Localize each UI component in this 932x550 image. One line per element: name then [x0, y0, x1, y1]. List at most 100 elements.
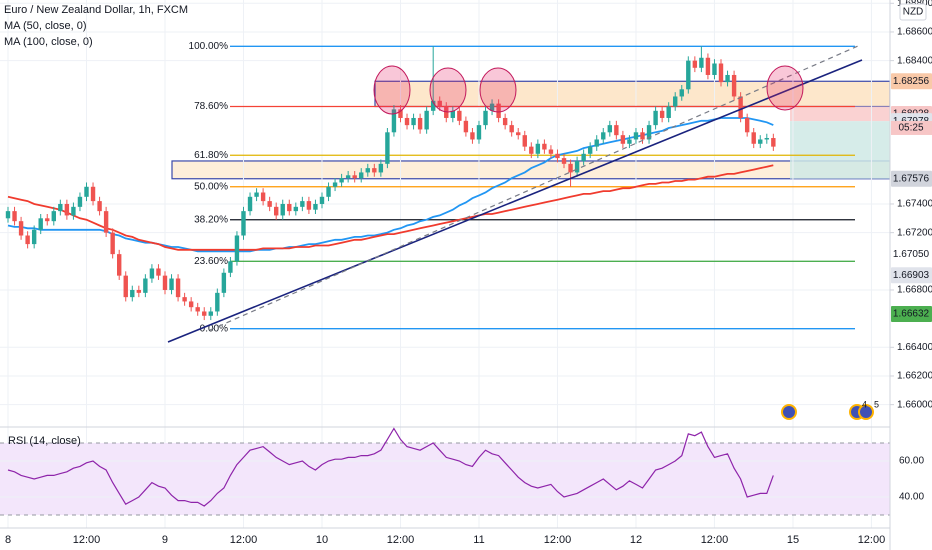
x-tick-label: 12: [630, 534, 642, 546]
y-tick-label: 1.66400: [897, 342, 932, 353]
x-tick-label: 12:00: [73, 534, 101, 546]
trend-line-dashed: [209, 45, 859, 331]
candle-body: [463, 120, 469, 133]
price-axis: 1.688001.686001.684001.674001.672001.668…: [890, 0, 932, 503]
trend-line: [167, 59, 863, 343]
currency: NZD: [903, 7, 924, 18]
candle-body: [326, 186, 331, 197]
price-label-bg: [891, 246, 932, 263]
candle-body: [542, 143, 547, 150]
candle-body: [234, 235, 240, 262]
x-tick-label: 8: [5, 534, 11, 546]
currency-badge[interactable]: [899, 3, 927, 21]
legend-entry: MA (100, close, 0): [4, 36, 93, 48]
price-label-bg: [891, 306, 932, 323]
candle-body: [646, 125, 652, 140]
candle-body: [51, 211, 56, 222]
candle-body: [77, 196, 83, 207]
candle-body: [627, 139, 632, 144]
rsi-tick-label: 60.00: [899, 456, 924, 467]
candle-body: [620, 135, 626, 144]
x-tick-label: 12:00: [858, 534, 886, 546]
y-tick-label: 1.66000: [897, 399, 932, 410]
candle-body: [673, 96, 678, 107]
fib-label: 50.00%: [194, 181, 228, 192]
candle-body: [483, 110, 488, 126]
candle-body: [653, 110, 658, 126]
candle-body: [287, 203, 292, 212]
candle-body: [169, 278, 174, 290]
candle-body: [254, 192, 259, 197]
candle-body: [130, 289, 135, 298]
fib-label: 100.00%: [189, 41, 229, 52]
candle-body: [659, 110, 665, 118]
candle-body: [182, 297, 187, 302]
candle-body: [666, 106, 671, 118]
candle-body: [391, 109, 397, 133]
candle-body: [25, 235, 30, 245]
price-label: 1.68256: [893, 76, 930, 87]
candle-body: [614, 125, 619, 136]
candle-body: [221, 272, 227, 293]
fib-label: 78.60%: [194, 101, 228, 112]
price-label-bg: [891, 170, 932, 187]
candle-body: [247, 196, 253, 212]
candle-body: [450, 110, 456, 118]
candle-body: [404, 117, 410, 126]
candle-body: [437, 100, 442, 107]
rsi-line: [7, 427, 774, 507]
price-label-bg: [891, 73, 932, 90]
candle-body: [228, 261, 233, 273]
candle-body: [359, 172, 364, 179]
y-tick-label: 1.66800: [897, 285, 932, 296]
candle-body: [84, 186, 89, 197]
candle-body: [162, 275, 168, 290]
candle-body: [516, 132, 521, 136]
candle-body: [241, 211, 246, 236]
price-label: 1.66632: [893, 309, 930, 320]
candle-body: [90, 186, 96, 202]
candle-body: [45, 218, 50, 222]
candle-body: [365, 168, 370, 173]
candle-body: [195, 307, 200, 312]
candle-body: [215, 292, 220, 312]
candle-body: [345, 175, 351, 179]
x-tick-label: 9: [162, 534, 168, 546]
candle-body: [149, 268, 155, 279]
candle-body: [38, 218, 43, 230]
event-marker[interactable]: [781, 404, 797, 420]
candle-body: [712, 63, 717, 75]
candle-body: [319, 196, 325, 204]
zone: [790, 121, 890, 179]
price-label: 1.67050: [893, 249, 930, 260]
candle-body: [372, 168, 377, 173]
candle-body: [489, 103, 495, 111]
candle-body: [476, 125, 482, 140]
candle-body: [692, 60, 698, 68]
candle-body: [509, 125, 514, 133]
candle-body: [705, 57, 711, 75]
candle-body: [718, 63, 724, 83]
candle-body: [398, 109, 403, 118]
x-tick-label: 15: [787, 534, 799, 546]
price-label: 1.67576: [893, 173, 930, 184]
candle-body: [417, 117, 423, 130]
highlight-circle: [766, 65, 804, 111]
candle-body: [175, 278, 181, 298]
highlight-circle: [373, 65, 411, 115]
candle-body: [607, 125, 613, 133]
candle-body: [64, 203, 70, 216]
candle-body: [555, 153, 560, 159]
candle-body: [411, 117, 416, 126]
y-tick-label: 1.67400: [897, 199, 932, 210]
ma-line: [7, 164, 774, 251]
candle-body: [424, 110, 429, 130]
candle-body: [587, 146, 593, 154]
y-tick-label: 1.67200: [897, 227, 932, 238]
fib-label: 61.80%: [194, 150, 228, 161]
candle-body: [136, 289, 142, 293]
event-marker[interactable]: [858, 404, 874, 420]
candle-body: [568, 163, 573, 173]
candle-body: [143, 278, 148, 293]
